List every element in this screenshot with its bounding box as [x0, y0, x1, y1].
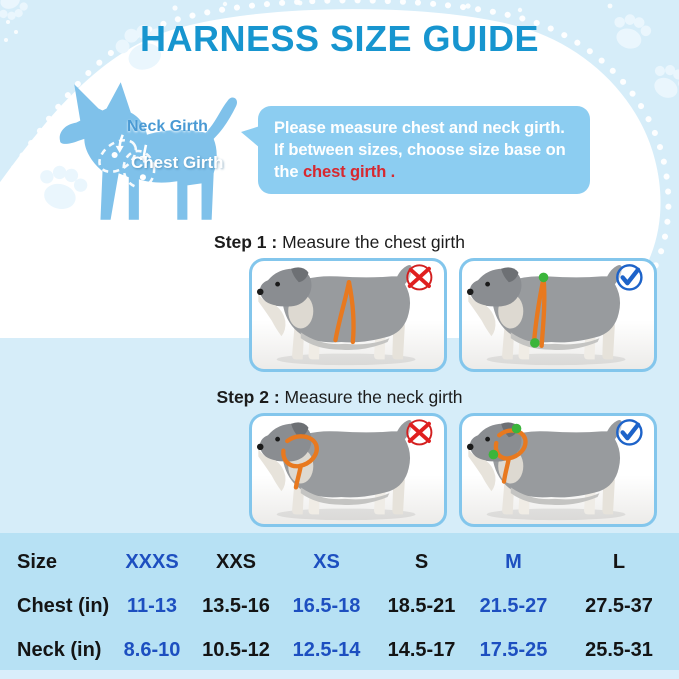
table-cell: 21.5-27: [479, 594, 548, 617]
table-cell: 12.5-14: [292, 638, 361, 661]
paw-print-icon: [40, 165, 88, 210]
x-mark-icon: [406, 419, 433, 446]
table-row-chest: Chest (in) 11-13 13.5-16 16.5-18 18.5-21…: [0, 585, 679, 627]
photo-neck-measure-correct: [459, 413, 657, 527]
x-mark-icon: [406, 264, 433, 291]
chest-girth-label: Chest Girth: [131, 153, 224, 172]
note-line: the chest girth .: [274, 163, 396, 181]
page-title: HARNESS SIZE GUIDE: [139, 18, 540, 59]
table-cell: 8.6-10: [123, 638, 181, 661]
paw-print-icon: [614, 14, 652, 49]
column-header-size: Size: [17, 550, 58, 573]
paw-print-icon: [654, 65, 679, 98]
chest-girth-ellipse: [122, 149, 156, 189]
photo-chest-measure-correct: [459, 258, 657, 372]
step-1-heading: Step 1 : Measure the chest girth: [214, 232, 465, 252]
measure-point: [538, 272, 549, 283]
paw-print-icon: [0, 0, 28, 20]
column-header-xxxs: XXXS: [125, 550, 179, 573]
table-cell: 11-13: [126, 594, 178, 617]
dog-measurement-diagram: [59, 82, 237, 220]
check-mark-icon: [616, 264, 643, 291]
table-cell: 27.5-37: [585, 594, 653, 617]
table-header-row: Size XXXS XXS XS S M L: [0, 541, 679, 583]
note-line: Please measure chest and neck girth.: [274, 119, 565, 137]
table-cell: 13.5-16: [202, 594, 270, 617]
neck-girth-label: Neck Girth: [127, 118, 208, 135]
measure-point: [530, 338, 540, 348]
measure-point: [511, 423, 522, 434]
measuring-tape: [281, 434, 319, 490]
note-line: If between sizes, choose size base on: [274, 141, 566, 159]
check-mark-icon: [616, 419, 643, 446]
table-cell: 14.5-17: [387, 638, 456, 661]
table-row-neck: Neck (in) 8.6-10 10.5-12 12.5-14 14.5-17…: [0, 629, 679, 671]
measure-point: [488, 449, 499, 460]
column-header-xxs: XXS: [215, 550, 257, 573]
table-cell: 18.5-21: [387, 594, 456, 617]
column-header-l: L: [612, 550, 626, 573]
table-cell: 16.5-18: [292, 594, 361, 617]
paw-print-icon: [115, 24, 164, 70]
size-chart-table: Size XXXS XXS XS S M L Chest (in) 11-13 …: [0, 533, 679, 670]
measuring-tape: [333, 280, 356, 345]
row-label: Neck (in): [17, 638, 102, 661]
dog-silhouette: [59, 82, 237, 220]
step-2-heading: Step 2 : Measure the neck girth: [216, 387, 463, 407]
pointer-arrow-icon: [115, 134, 124, 153]
neck-girth-ellipse: [98, 138, 138, 174]
column-header-xs: XS: [313, 550, 340, 573]
pointer-arrow-icon: [139, 144, 148, 164]
photo-chest-measure-wrong: [249, 258, 447, 372]
table-cell: 10.5-12: [202, 638, 270, 661]
table-cell: 17.5-25: [479, 638, 548, 661]
table-cell: 25.5-31: [585, 638, 653, 661]
column-header-m: M: [505, 550, 522, 573]
measuring-tape: [531, 276, 547, 349]
measurement-note-bubble: Please measure chest and neck girth. If …: [241, 106, 590, 194]
photo-neck-measure-wrong: [249, 413, 447, 527]
bottom-strip: [0, 670, 679, 679]
column-header-s: S: [414, 550, 429, 573]
row-label: Chest (in): [17, 594, 110, 617]
